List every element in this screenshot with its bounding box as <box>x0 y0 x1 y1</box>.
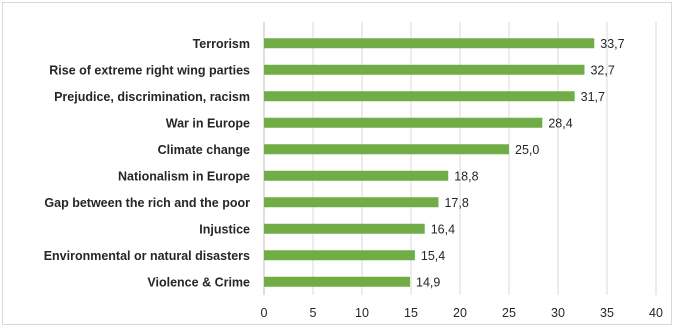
label-layer: Terrorism 33,7 Rise of extreme right wing … <box>44 37 625 290</box>
bar-layer <box>264 38 595 287</box>
data-label: 18,8 <box>454 169 478 183</box>
tick-layer: 0 5 10 15 20 25 30 35 40 <box>261 306 663 320</box>
x-tick-label: 35 <box>600 306 614 320</box>
category-label: Injustice <box>199 222 250 236</box>
x-tick-label: 40 <box>649 306 663 320</box>
bar <box>264 144 509 155</box>
category-label: Nationalism in Europe <box>118 169 250 183</box>
data-label: 31,7 <box>581 90 605 104</box>
x-tick-label: 15 <box>404 306 418 320</box>
bar <box>264 38 595 49</box>
data-label: 14,9 <box>416 275 440 289</box>
category-label: War in Europe <box>166 116 250 130</box>
bar <box>264 170 449 181</box>
bar <box>264 91 575 102</box>
category-label: Environmental or natural disasters <box>44 249 250 263</box>
data-label: 17,8 <box>444 196 468 210</box>
bar <box>264 250 415 261</box>
chart-frame <box>2 2 672 325</box>
category-label: Rise of extreme right wing parties <box>49 63 250 77</box>
category-label: Gap between the rich and the poor <box>44 196 250 210</box>
bar <box>264 117 543 128</box>
x-tick-label: 20 <box>453 306 467 320</box>
data-label: 32,7 <box>590 63 614 77</box>
category-label: Prejudice, discrimination, racism <box>54 90 250 104</box>
data-label: 33,7 <box>600 37 624 51</box>
data-label: 16,4 <box>431 222 455 236</box>
category-label: Climate change <box>158 143 250 157</box>
x-tick-label: 5 <box>310 306 317 320</box>
x-tick-label: 30 <box>551 306 565 320</box>
category-label: Violence & Crime <box>147 275 250 289</box>
data-label: 25,0 <box>515 143 539 157</box>
bar <box>264 197 439 208</box>
bar <box>264 64 585 75</box>
x-tick-label: 10 <box>355 306 369 320</box>
category-label: Terrorism <box>193 37 250 51</box>
data-label: 15,4 <box>421 249 445 263</box>
bar <box>264 223 425 234</box>
bar <box>264 276 411 287</box>
data-label: 28,4 <box>548 116 572 130</box>
x-tick-label: 0 <box>261 306 268 320</box>
x-tick-label: 25 <box>502 306 516 320</box>
